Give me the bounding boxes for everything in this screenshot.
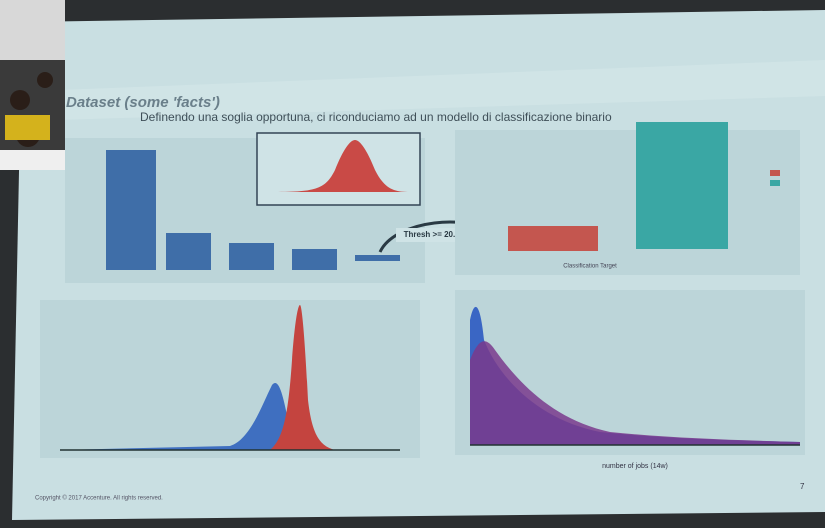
shirt: [5, 115, 50, 140]
bar: [106, 150, 156, 270]
bar: [636, 122, 728, 249]
legend-swatch: [770, 170, 780, 176]
page-number: 7: [800, 482, 805, 491]
panel: [455, 130, 800, 275]
desk: [0, 150, 65, 170]
panel: [40, 300, 420, 458]
bar: [166, 233, 211, 270]
bar: [229, 243, 274, 270]
photo: Dataset (some 'facts') Definendo una sog…: [0, 0, 825, 528]
head: [10, 90, 30, 110]
slide-title: Dataset (some 'facts'): [66, 94, 220, 111]
page: {"slide": {"title": "Dataset (some 'fact…: [0, 0, 825, 528]
legend-swatch: [770, 180, 780, 186]
slide-subtitle: Definendo una soglia opportuna, ci ricon…: [140, 110, 612, 124]
head: [37, 72, 53, 88]
copyright: Copyright © 2017 Accenture. All rights r…: [35, 495, 163, 502]
axis-label: number of jobs (14w): [602, 463, 668, 470]
axis-label: Classification Target: [563, 264, 617, 270]
bar: [292, 249, 337, 270]
bar: [355, 255, 400, 261]
bar: [508, 226, 598, 251]
